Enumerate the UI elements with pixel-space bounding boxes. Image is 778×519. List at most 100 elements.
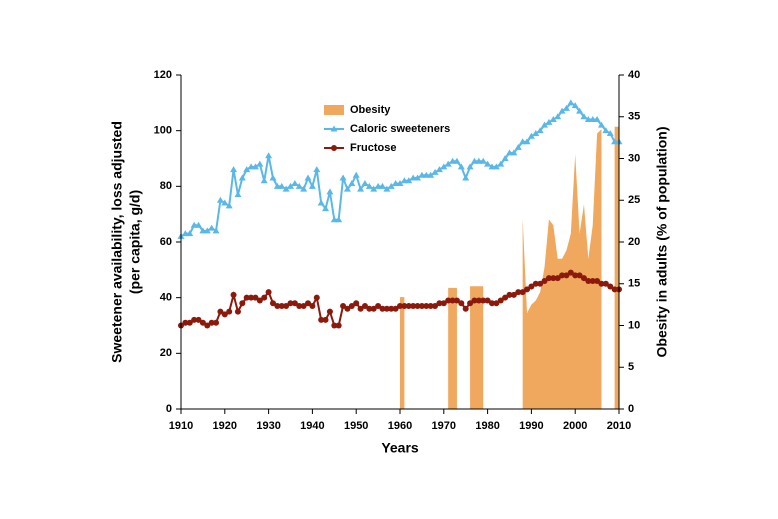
marker xyxy=(190,221,198,228)
marker xyxy=(366,305,373,312)
marker xyxy=(537,280,544,287)
marker xyxy=(405,303,412,310)
marker xyxy=(418,303,425,310)
marker xyxy=(532,129,540,136)
marker xyxy=(580,275,587,282)
marker xyxy=(182,319,189,326)
area xyxy=(470,286,484,409)
marker xyxy=(405,177,413,184)
marker xyxy=(444,160,452,167)
marker xyxy=(344,305,351,312)
x-tick-label: 1930 xyxy=(256,420,280,432)
marker xyxy=(282,185,290,192)
marker xyxy=(304,174,312,181)
marker xyxy=(607,283,614,290)
marker xyxy=(602,280,609,287)
marker xyxy=(549,116,557,123)
marker xyxy=(449,297,456,304)
marker xyxy=(326,308,333,315)
marker xyxy=(597,121,605,128)
marker xyxy=(265,289,272,296)
marker xyxy=(357,185,365,192)
marker xyxy=(305,300,312,307)
marker xyxy=(313,294,320,301)
marker xyxy=(208,319,215,326)
area xyxy=(614,126,619,410)
marker xyxy=(248,294,255,301)
marker xyxy=(541,277,548,284)
marker xyxy=(191,316,198,323)
marker xyxy=(589,277,596,284)
marker xyxy=(563,272,570,279)
y2-axis-title: Obesity in adults (% of population) xyxy=(654,127,670,358)
marker xyxy=(352,171,360,178)
x-tick-label: 1920 xyxy=(213,420,237,432)
marker xyxy=(287,182,294,189)
marker xyxy=(308,182,316,189)
legend-label: Fructose xyxy=(350,142,396,154)
marker xyxy=(203,227,211,234)
marker xyxy=(216,196,224,203)
marker xyxy=(378,182,386,189)
marker xyxy=(506,291,513,298)
marker xyxy=(204,322,211,329)
marker xyxy=(418,171,426,178)
y2-tick-label: 40 xyxy=(628,69,640,81)
marker xyxy=(195,316,202,323)
marker xyxy=(374,182,382,189)
x-tick-label: 1980 xyxy=(475,420,499,432)
marker xyxy=(528,283,535,290)
marker xyxy=(598,280,605,287)
marker xyxy=(243,294,250,301)
marker xyxy=(361,303,368,310)
marker xyxy=(370,185,378,192)
marker xyxy=(318,316,325,323)
marker xyxy=(501,155,509,161)
marker xyxy=(480,297,487,304)
x-axis-title: Years xyxy=(381,440,419,456)
y2-tick-label: 15 xyxy=(628,278,640,290)
y2-tick-label: 5 xyxy=(628,361,634,373)
marker xyxy=(199,319,206,326)
marker xyxy=(239,300,246,307)
marker xyxy=(217,308,224,315)
marker xyxy=(238,174,246,181)
marker xyxy=(475,157,483,164)
y2-tick-label: 10 xyxy=(628,319,640,331)
y-axis-title: Sweetener availability, loss adjusted xyxy=(109,121,125,363)
marker xyxy=(278,303,285,310)
marker xyxy=(536,127,544,134)
marker xyxy=(265,152,273,159)
marker xyxy=(453,157,461,164)
x-tick-label: 1940 xyxy=(300,420,324,432)
marker xyxy=(221,199,229,206)
marker xyxy=(576,107,584,114)
area xyxy=(448,287,457,409)
marker xyxy=(383,305,390,312)
marker xyxy=(283,303,290,310)
marker xyxy=(567,269,574,276)
marker xyxy=(606,129,614,136)
legend-swatch xyxy=(324,105,344,115)
marker xyxy=(445,297,452,304)
marker xyxy=(291,180,299,187)
marker xyxy=(353,300,360,307)
marker xyxy=(515,289,522,296)
legend-label: Obesity xyxy=(350,104,391,116)
marker xyxy=(348,180,356,187)
marker xyxy=(470,157,478,164)
marker xyxy=(186,319,193,326)
marker xyxy=(541,121,549,128)
marker xyxy=(278,182,286,189)
marker xyxy=(256,297,263,304)
marker xyxy=(572,272,579,279)
marker xyxy=(492,163,500,170)
marker xyxy=(330,216,338,223)
y-tick-label: 40 xyxy=(160,292,172,304)
marker xyxy=(532,280,539,287)
marker xyxy=(589,116,597,123)
marker xyxy=(585,277,592,284)
x-tick-label: 1970 xyxy=(432,420,456,432)
marker xyxy=(427,303,434,310)
